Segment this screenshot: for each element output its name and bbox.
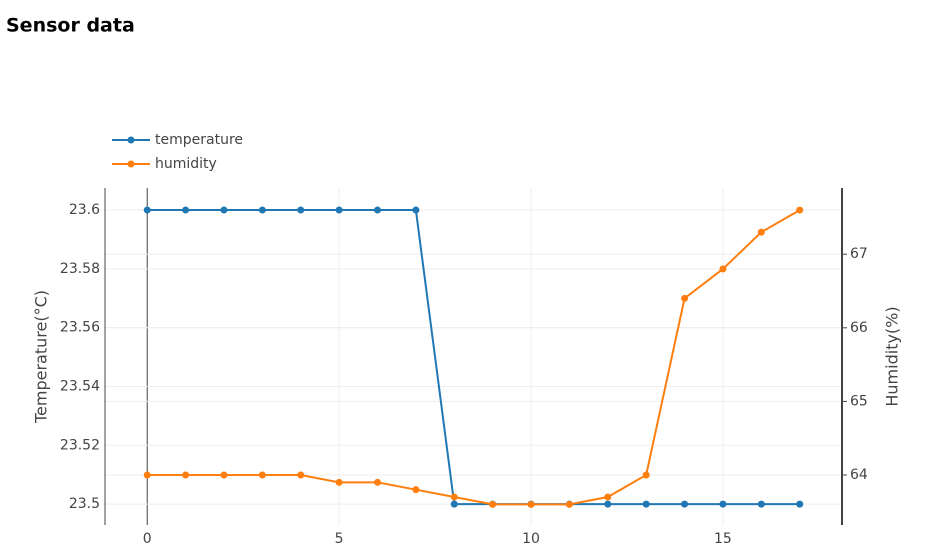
x-tick-label: 0: [143, 531, 152, 547]
y-axis-title: Temperature(°C): [32, 290, 51, 424]
data-point: [220, 471, 228, 479]
data-point: [757, 500, 765, 508]
data-point: [642, 471, 650, 479]
data-point: [604, 493, 612, 501]
data-point: [719, 500, 727, 508]
data-point: [143, 471, 151, 479]
legend-marker: [127, 136, 135, 144]
data-point: [374, 478, 382, 486]
y2-tick-label: 65: [850, 393, 868, 409]
data-point: [796, 206, 804, 214]
series-line: [147, 209, 800, 506]
series-line: [147, 209, 801, 506]
data-point: [374, 206, 382, 214]
data-point: [297, 471, 305, 479]
data-point: [258, 206, 266, 214]
y2-tick-label: 64: [850, 467, 868, 483]
legend-label: humidity: [155, 156, 217, 172]
data-point: [182, 206, 190, 214]
data-point: [258, 471, 266, 479]
data-point: [182, 471, 190, 479]
data-point: [681, 500, 689, 508]
y2-axis-title: Humidity(%): [883, 306, 902, 406]
y-tick-label: 23.6: [69, 202, 100, 218]
data-point: [642, 500, 650, 508]
data-point: [335, 206, 343, 214]
y-tick-label: 23.58: [60, 261, 100, 277]
data-point: [719, 265, 727, 273]
data-point: [489, 500, 497, 508]
x-tick-label: 15: [714, 531, 732, 547]
legend-label: temperature: [155, 132, 243, 148]
chart-title: Sensor data: [6, 15, 135, 37]
data-point: [220, 206, 228, 214]
y-tick-label: 23.56: [60, 320, 100, 336]
legend-marker: [127, 160, 135, 168]
data-point: [796, 500, 804, 508]
data-point: [604, 500, 612, 508]
data-point: [412, 206, 420, 214]
x-tick-label: 5: [335, 531, 344, 547]
y2-tick-label: 67: [850, 246, 868, 262]
data-point: [450, 493, 458, 501]
y-tick-label: 23.54: [60, 378, 100, 394]
data-point: [335, 478, 343, 486]
data-point: [143, 206, 151, 214]
data-point: [757, 228, 765, 236]
data-point: [681, 294, 689, 302]
data-point: [450, 500, 458, 508]
y-tick-label: 23.52: [60, 437, 100, 453]
data-point: [565, 500, 573, 508]
y2-tick-label: 66: [850, 320, 868, 336]
x-tick-label: 10: [522, 531, 540, 547]
y-tick-label: 23.5: [69, 496, 100, 512]
data-point: [297, 206, 305, 214]
data-point: [527, 500, 535, 508]
data-point: [412, 486, 420, 494]
